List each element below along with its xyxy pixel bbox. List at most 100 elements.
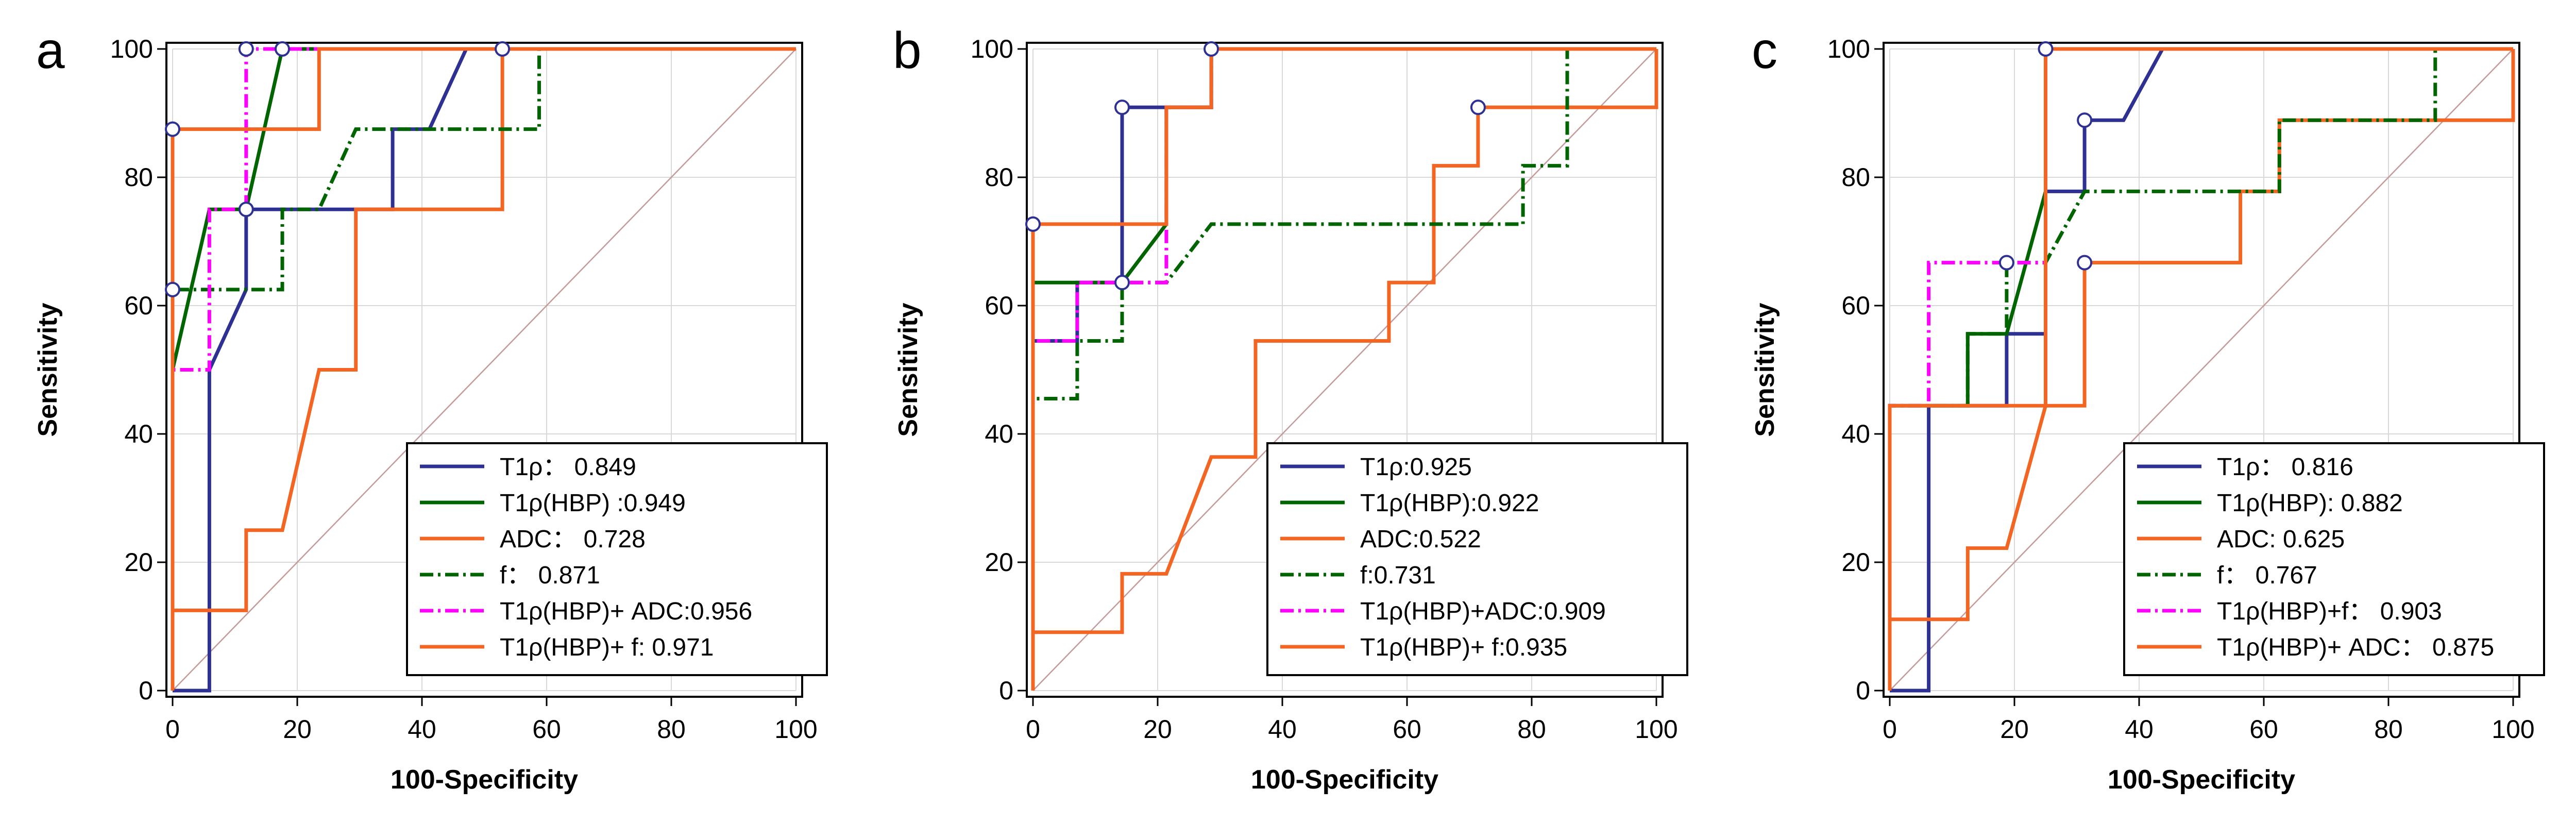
- reference-diagonal: [172, 48, 796, 691]
- cutoff-marker: [274, 41, 290, 57]
- cutoff-marker: [238, 202, 254, 217]
- x-tick-label: 20: [1143, 715, 1172, 744]
- y-tick-label: 100: [110, 35, 153, 63]
- legend-entry: T1ρ(HBP)+ f:0.935: [1360, 634, 1567, 661]
- y-tick-label: 40: [1841, 420, 1870, 448]
- plot-frame: [1026, 42, 1664, 698]
- legend-box: [1266, 442, 1688, 676]
- cutoff-marker: [165, 281, 180, 297]
- y-tick-label: 100: [1827, 35, 1870, 63]
- x-tick-label: 20: [2000, 715, 2029, 744]
- y-tick-label: 0: [139, 676, 153, 705]
- cutoff-marker: [1470, 99, 1486, 115]
- x-tick-label: 80: [657, 715, 686, 744]
- roc-panel-b: b 0 20 40 60 80 100 0 20 40 60 80 100 100-Specificity…: [893, 22, 1688, 795]
- x-axis-label: 100-Specificity: [391, 765, 578, 795]
- plot-frame: [1883, 42, 2520, 698]
- series-line-3: [171, 47, 796, 691]
- ticks: 0 20 40 60 80 100 0 20 40 60 80 100: [971, 35, 1678, 744]
- ticks: 0 20 40 60 80 100 0 20 40 60 80 100: [1827, 35, 2535, 744]
- legend-entry: T1ρ(HBP): 0.882: [2217, 490, 2403, 517]
- cutoff-marker: [1204, 41, 1219, 57]
- reference-diagonal: [1032, 48, 1657, 691]
- x-tick-label: 100: [1635, 715, 1677, 744]
- x-tick-label: 100: [2492, 715, 2534, 744]
- series-group: [1888, 41, 2515, 693]
- cutoff-marker: [238, 41, 254, 57]
- cutoff-marker: [1998, 255, 2014, 271]
- series-line-6: [1888, 47, 2513, 691]
- ticks: 0 20 40 60 80 100 0 20 40 60 80 100: [110, 35, 818, 744]
- legend-entry: T1ρ(HBP):0.922: [1360, 490, 1539, 517]
- y-tick-label: 40: [985, 420, 1013, 448]
- y-tick-label: 20: [985, 548, 1013, 577]
- x-tick-label: 40: [1268, 715, 1297, 744]
- series-line-3: [1031, 49, 1658, 691]
- series-group: [1025, 41, 1658, 691]
- y-tick-label: 100: [971, 35, 1013, 63]
- legend-entry: T1ρ(HBP)+ f: 0.971: [500, 634, 714, 661]
- legend-entry: f:0.731: [1360, 562, 1436, 589]
- series-line-6: [171, 47, 796, 691]
- cutoff-marker: [495, 41, 511, 57]
- cutoff-marker: [1114, 275, 1130, 291]
- cutoff-marker: [1025, 216, 1041, 232]
- legend-entry: T1ρ(HBP) :0.949: [500, 490, 686, 517]
- y-tick-label: 20: [124, 548, 153, 577]
- series-line-5: [1031, 47, 1656, 691]
- series-group: [165, 41, 796, 693]
- legend-entry: ADC: 0.625: [2217, 526, 2345, 553]
- legend: T1ρ： 0.849 T1ρ(HBP) :0.949 ADC： 0.728 f： 0.…: [406, 442, 828, 676]
- legend-entry: T1ρ:0.925: [1360, 454, 1472, 481]
- y-tick-label: 60: [985, 291, 1013, 320]
- x-tick-label: 40: [2125, 715, 2154, 744]
- x-tick-label: 0: [1883, 715, 1897, 744]
- legend-entry: f： 0.871: [500, 562, 600, 589]
- x-tick-label: 40: [408, 715, 436, 744]
- x-tick-label: 60: [532, 715, 561, 744]
- panel-label: c: [1752, 22, 1777, 79]
- x-tick-label: 0: [165, 715, 180, 744]
- y-tick-label: 0: [1856, 676, 1870, 705]
- legend-box: [406, 442, 828, 676]
- y-tick-label: 40: [124, 420, 153, 448]
- x-tick-label: 100: [774, 715, 817, 744]
- legend-entry: T1ρ(HBP)+ ADC:0.956: [500, 598, 752, 625]
- legend-entry: ADC:0.522: [1360, 526, 1481, 553]
- legend: T1ρ： 0.816 T1ρ(HBP): 0.882 ADC: 0.625 f： 0.…: [2123, 442, 2545, 676]
- legend-entry: T1ρ(HBP)+f： 0.903: [2217, 598, 2442, 625]
- y-axis-label: Sensitivity: [893, 303, 923, 437]
- cutoff-marker: [2038, 41, 2054, 57]
- roc-panel-a: a 0 20 40 60 80 100 0 20 40 60 80 100 100-Specificity…: [33, 22, 828, 795]
- cutoff-marker: [165, 121, 180, 137]
- x-tick-label: 20: [283, 715, 312, 744]
- y-tick-label: 80: [124, 163, 153, 192]
- legend-entry: ADC： 0.728: [500, 526, 646, 553]
- y-tick-label: 60: [124, 291, 153, 320]
- cutoff-marker: [1114, 99, 1130, 115]
- panel-label: b: [893, 22, 922, 79]
- legend-entry: T1ρ： 0.816: [2217, 454, 2353, 481]
- reference-diagonal: [1889, 48, 2514, 691]
- legend-entry: T1ρ： 0.849: [500, 454, 636, 481]
- legend-box: [2123, 442, 2545, 676]
- y-axis-label: Sensitivity: [1750, 303, 1780, 437]
- cutoff-marker: [2077, 255, 2093, 271]
- x-tick-label: 60: [1393, 715, 1421, 744]
- y-tick-label: 60: [1841, 291, 1870, 320]
- panel-label: a: [36, 22, 65, 79]
- y-tick-label: 80: [1841, 163, 1870, 192]
- x-axis-label: 100-Specificity: [1251, 765, 1438, 795]
- plot-frame: [165, 42, 803, 698]
- grid: [172, 48, 796, 691]
- legend: T1ρ:0.925 T1ρ(HBP):0.922 ADC:0.522 f:0.731 T…: [1266, 442, 1688, 676]
- y-tick-label: 0: [999, 676, 1013, 705]
- x-tick-label: 0: [1026, 715, 1040, 744]
- legend-entry: T1ρ(HBP)+ ADC： 0.875: [2217, 634, 2494, 661]
- x-tick-label: 80: [2374, 715, 2403, 744]
- x-axis-label: 100-Specificity: [2108, 765, 2295, 795]
- roc-panel-c: c 0 20 40 60 80 100 0 20 40 60 80 100 100-Specificity…: [1750, 22, 2545, 795]
- series-line-1: [173, 47, 796, 693]
- x-tick-label: 80: [1517, 715, 1546, 744]
